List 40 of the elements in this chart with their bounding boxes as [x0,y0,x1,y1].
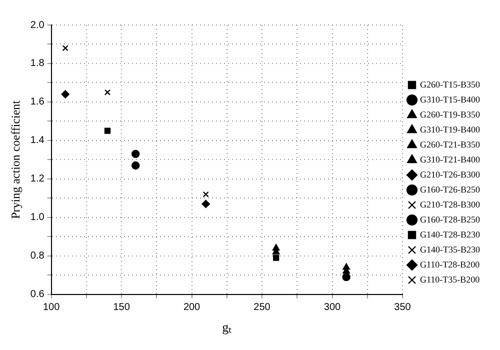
y-tick-label: 2.0 [30,20,45,31]
point [61,90,70,98]
y-tick-label: 1.6 [30,96,45,108]
legend-label: G140-T35-B230 [420,244,480,254]
legend-label: G110-T35-B200 [420,274,480,284]
legend-label: G210-T28-B300 [420,199,480,210]
legend-label: G310-T15-B400 [420,94,480,104]
legend-label: G160-T26-B250 [420,184,480,194]
legend-label: G260-T19-B350 [420,109,480,120]
y-tick-label: 1.8 [30,58,45,70]
x-tick-label: 150 [113,302,130,314]
point [202,191,209,198]
legend-label: G110-T28-B200 [420,259,480,270]
y-tick-label: 1.4 [30,135,45,146]
y-tick-label: 0.6 [30,289,45,300]
x-tick-label: 350 [394,302,412,314]
legend-label: G310-T19-B400 [420,124,480,134]
legend-label: G160-T28-B250 [420,214,480,224]
point [202,200,210,208]
x-tick-label: 200 [183,302,201,314]
x-axis-title: gₜ [222,320,232,335]
legend-label: G140-T28-B230 [420,229,480,240]
x-tick-label: 100 [42,302,60,314]
legend-label: G210-T26-B300 [420,169,480,180]
point [104,128,111,134]
y-tick-label: 1.2 [30,174,45,185]
point [131,161,140,170]
point [104,89,111,96]
x-tick-label: 250 [254,302,271,314]
point [131,150,140,158]
legend-label: G260-T15-B350 [420,79,480,90]
point [62,45,68,52]
y-tick-label: 1.0 [30,212,45,224]
y-tick-label: 0.8 [30,250,45,262]
legend-label: G310-T21-B400 [420,154,480,164]
x-tick-label: 300 [324,302,342,314]
legend-label: G260-T21-B350 [420,139,480,150]
y-axis-title: Prying action coefficient [8,100,22,219]
point [342,272,350,282]
point [273,254,280,261]
